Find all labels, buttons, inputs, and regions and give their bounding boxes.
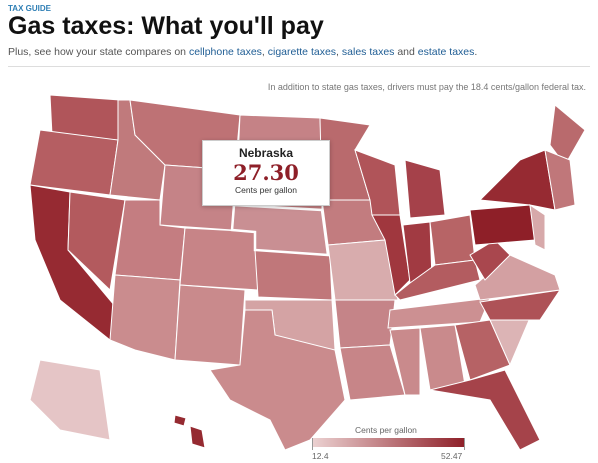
legend-bar (312, 438, 465, 447)
state[interactable] (429, 214, 476, 266)
tooltip-state: Nebraska (238, 146, 294, 160)
states (29, 94, 586, 451)
tooltip-unit: Cents per gallon (235, 185, 297, 195)
state[interactable] (479, 289, 562, 321)
legend-title: Cents per gallon (355, 425, 417, 435)
state[interactable] (429, 369, 541, 451)
legend-max: 52.47 (441, 451, 463, 461)
state[interactable] (389, 327, 421, 396)
state[interactable] (29, 359, 111, 441)
state[interactable] (209, 309, 346, 451)
state[interactable] (469, 204, 536, 246)
state[interactable] (469, 239, 511, 281)
note: In addition to state gas taxes, drivers … (267, 82, 586, 92)
state[interactable] (174, 284, 246, 366)
state[interactable] (529, 203, 546, 251)
text: and (394, 46, 418, 58)
state[interactable] (230, 203, 330, 257)
legend-min: 12.4 (312, 451, 329, 461)
state[interactable] (544, 149, 576, 211)
link[interactable]: cellphone taxes (188, 46, 262, 58)
state[interactable] (109, 274, 181, 361)
subtitle: Plus, see how your state compares on cel… (8, 46, 477, 58)
state[interactable] (327, 239, 399, 301)
kicker: TAX GUIDE (8, 4, 51, 13)
state[interactable] (254, 249, 333, 301)
tooltip-value: 27.30 (233, 160, 299, 185)
state[interactable] (334, 299, 396, 349)
state[interactable] (189, 425, 206, 449)
text: , (336, 46, 342, 58)
state[interactable] (67, 191, 126, 292)
divider (8, 66, 590, 67)
state[interactable] (173, 414, 187, 427)
state[interactable] (179, 227, 261, 291)
state[interactable] (29, 129, 119, 196)
title: Gas taxes: What you'll pay (8, 12, 324, 40)
text: Plus, see how your state compares on (8, 46, 189, 58)
text: , (261, 46, 268, 58)
link[interactable]: sales taxes (341, 46, 395, 58)
tooltip: Nebraska 27.30 Cents per gallon (202, 140, 330, 206)
state[interactable] (371, 214, 411, 297)
link[interactable]: cigarette taxes (267, 46, 337, 58)
state[interactable] (478, 149, 556, 211)
link[interactable]: estate taxes (417, 46, 475, 58)
text: . (474, 46, 478, 58)
state[interactable] (404, 159, 446, 219)
